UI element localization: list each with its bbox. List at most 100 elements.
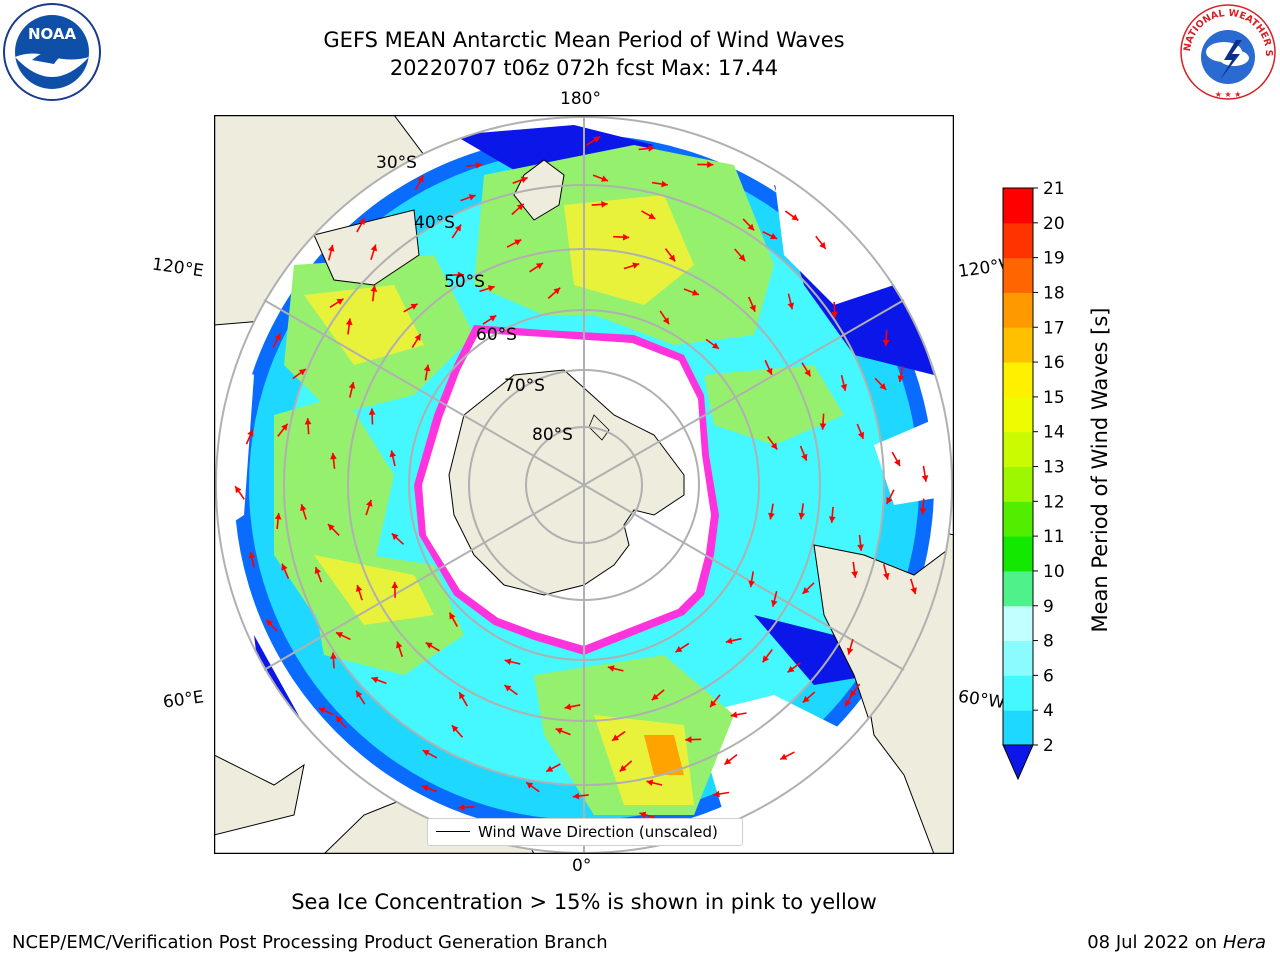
wind-arrow-head: [857, 431, 865, 439]
map-legend: Wind Wave Direction (unscaled): [427, 818, 743, 846]
wind-arrow-head: [612, 734, 620, 741]
wind-arrow-head: [345, 318, 353, 326]
wind-arrow-head: [762, 655, 769, 663]
lat-label-30s: 30°S: [376, 153, 417, 173]
wind-arrow-head: [504, 658, 512, 665]
lat-label-80s: 80°S: [532, 425, 573, 445]
wind-arrow-head: [371, 676, 379, 684]
wind-arrow-head: [358, 217, 365, 225]
lat-label-60s: 60°S: [476, 325, 517, 345]
wind-arrow-head: [894, 459, 900, 467]
wind-arrow-head: [247, 429, 254, 437]
colorbar-cell: [1003, 396, 1033, 433]
wind-arrow-head: [459, 692, 466, 700]
wind-arrow-head: [395, 641, 403, 649]
svg-text:★ ★ ★: ★ ★ ★: [1215, 90, 1242, 99]
lat-label-50s: 50°S: [444, 272, 485, 292]
wind-arrow-head: [646, 779, 654, 787]
colorbar-cell: [1003, 501, 1033, 537]
wind-arrow-head: [882, 339, 890, 347]
wind-arrow-head: [327, 524, 335, 531]
wind-arrow-head: [266, 619, 273, 627]
wind-arrow-head: [711, 342, 719, 349]
wind-arrow-head: [468, 194, 476, 201]
wind-arrow-head: [355, 584, 363, 592]
colorbar-cell: [1003, 327, 1033, 363]
run-date: 08 Jul 2022 on Hera: [1087, 932, 1266, 953]
lon-label-120e: 120°E: [150, 254, 205, 282]
wind-arrow-head: [546, 765, 554, 772]
wind-arrow-head: [802, 587, 810, 594]
wind-arrow-head: [487, 285, 495, 292]
colorbar-tick-label: 6: [1043, 666, 1054, 686]
wind-arrow-head: [370, 285, 378, 292]
colorbar-tick-label: 14: [1043, 423, 1065, 443]
wind-arrow-head: [327, 244, 335, 252]
colorbar-tick-label: 2: [1043, 736, 1054, 756]
colorbar-tick-label: 13: [1043, 458, 1065, 478]
colorbar-tick-label: 12: [1043, 492, 1065, 512]
colorbar-cell: [1003, 640, 1033, 676]
wind-arrow-head: [330, 452, 337, 460]
colorbar-cell: [1003, 675, 1033, 711]
wind-arrow-head: [601, 175, 609, 182]
wind-arrow-head: [883, 572, 890, 580]
wind-arrow-head: [675, 646, 683, 653]
wind-arrow-head: [730, 711, 738, 719]
lat-label-70s: 70°S: [504, 376, 545, 396]
antarctica: [448, 369, 685, 596]
wind-arrow-head: [298, 369, 306, 376]
wind-arrow-head: [572, 792, 580, 800]
wind-arrow-head: [725, 637, 733, 645]
wind-arrow-head: [787, 302, 795, 310]
wind-arrow-head: [274, 512, 282, 520]
wind-arrow-head: [661, 180, 668, 188]
wind-arrow-head: [520, 176, 528, 183]
colorbar-cell: [1003, 188, 1033, 224]
producer-credit: NCEP/EMC/Verification Post Processing Pr…: [12, 932, 608, 953]
wind-arrow-head: [454, 224, 462, 232]
wind-arrow-head: [791, 214, 799, 221]
wind-arrow-head: [828, 516, 836, 523]
wind-arrow-head: [780, 753, 788, 760]
wind-arrow-head: [318, 707, 326, 714]
wind-arrow-head: [304, 418, 312, 425]
wind-arrow-head: [414, 333, 421, 341]
wind-arrow-head: [391, 533, 399, 541]
wind-arrow-head: [281, 423, 288, 431]
wind-arrow-head: [607, 665, 615, 672]
wind-arrow-head: [770, 442, 778, 450]
wind-arrow-head: [685, 736, 692, 743]
wind-arrow-head: [738, 254, 746, 262]
wind-arrow-head: [335, 715, 343, 723]
wind-arrow-head: [274, 333, 281, 341]
legend-label: Wind Wave Direction (unscaled): [478, 823, 718, 841]
wind-arrow-head: [724, 758, 732, 765]
wind-arrow-head: [248, 551, 256, 559]
colorbar-cell: [1003, 431, 1033, 467]
wind-arrow-head: [514, 239, 522, 246]
colorbar-cell: [1003, 605, 1033, 642]
colorbar-cell: [1003, 222, 1033, 259]
wind-arrow-head: [330, 652, 337, 659]
colorbar-tick-label: 10: [1043, 562, 1065, 582]
wind-arrow-head: [553, 287, 561, 295]
run-date-text: 08 Jul 2022 on: [1087, 932, 1223, 953]
lon-label-60e: 60°E: [161, 687, 206, 713]
wind-arrow-head: [662, 317, 670, 325]
wind-arrow-head: [921, 475, 929, 482]
wind-arrow-head: [356, 690, 363, 698]
wind-arrow-head: [787, 666, 795, 673]
colorbar-cell: [1003, 536, 1033, 572]
wind-arrow-head: [801, 453, 808, 461]
colorbar-tick-label: 4: [1043, 701, 1054, 721]
wind-arrow-head: [458, 804, 465, 811]
wind-arrow-head: [314, 567, 321, 575]
wind-arrow-head: [422, 750, 430, 757]
wind-arrow-head: [798, 512, 806, 520]
wind-arrow-head: [475, 161, 483, 169]
wind-arrow-head: [771, 600, 778, 607]
wind-arrow-head: [747, 223, 755, 231]
wind-arrow-head: [564, 703, 572, 711]
colorbar-cell: [1003, 292, 1033, 328]
